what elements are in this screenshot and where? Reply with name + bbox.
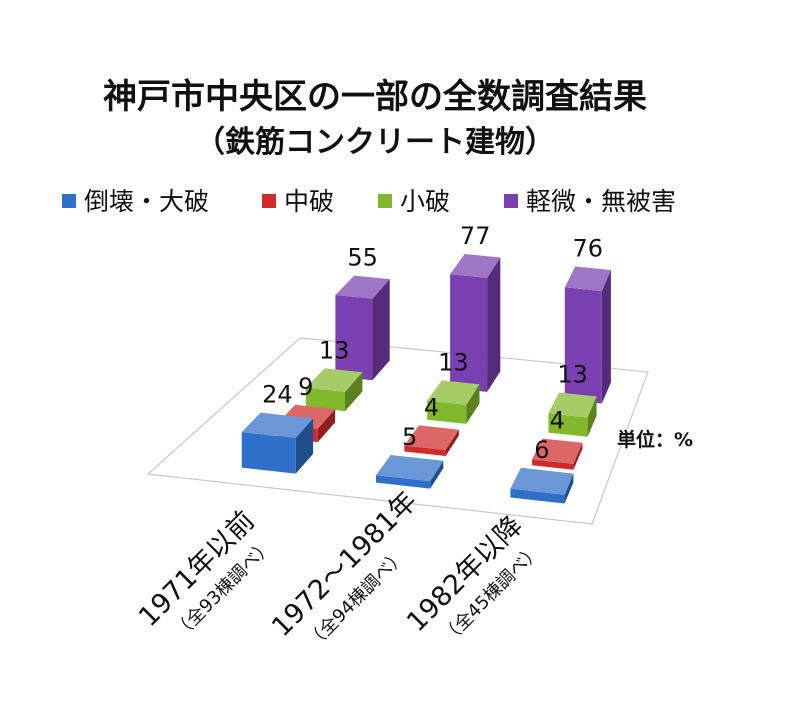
bar-side [317, 409, 336, 443]
bar-top [510, 467, 574, 495]
bar: 77 [450, 222, 501, 392]
legend-swatch [378, 194, 392, 208]
data-label: 13 [438, 348, 469, 376]
bar-side [345, 372, 363, 412]
legend-label: 中破 [284, 187, 334, 216]
bar-front [376, 475, 431, 489]
bar-side [372, 279, 390, 381]
chart-title: 神戸市中央区の一部の全数調査結果 [103, 77, 647, 117]
bar-top [335, 275, 390, 299]
data-label: 24 [262, 381, 293, 409]
bar: 24 [241, 381, 314, 474]
bar-front [564, 287, 602, 404]
bar: 4 [532, 407, 583, 470]
bar-top [241, 412, 314, 439]
bar-front [510, 488, 565, 504]
legend: 倒壊・大破 中破 小破 軽微・無被害 [62, 187, 676, 216]
bar: 13 [548, 361, 597, 437]
legend-label: 小破 [400, 187, 450, 216]
bar-top [305, 368, 363, 392]
data-label: 4 [424, 393, 439, 421]
legend-item: 小破 [378, 187, 450, 216]
bar-front [404, 445, 446, 456]
bar-top [548, 392, 597, 418]
unit-label: 単位：% [617, 428, 693, 451]
category-label: 1972～1981年（全94棟調べ） [266, 486, 423, 653]
legend-item: 軽微・無被害 [504, 187, 676, 216]
bar-top [427, 380, 480, 405]
bar-front [241, 432, 296, 474]
data-label: 9 [298, 373, 313, 401]
data-label: 5 [402, 423, 417, 451]
category-label: 1971年以前（全93棟調べ） [133, 505, 277, 643]
bar-side [564, 473, 574, 504]
bar-front [532, 459, 574, 470]
bar: 4 [404, 393, 459, 456]
category-label: 1982年以降（全45棟調べ） [401, 510, 545, 648]
bar-top [404, 425, 459, 450]
bar: 5 [376, 423, 444, 489]
bar: 13 [305, 336, 363, 412]
bar: 6 [510, 436, 574, 504]
bar-front [427, 400, 467, 424]
bar-side [573, 442, 583, 470]
bar-top [564, 266, 611, 292]
bar-top [450, 254, 501, 278]
bar-side [466, 384, 480, 424]
legend-label: 軽微・無被害 [526, 187, 676, 216]
bar-side [601, 270, 611, 404]
bar-top [532, 438, 583, 464]
bar-front [305, 387, 345, 412]
bar-side [487, 257, 501, 392]
bar-side [445, 429, 459, 456]
bar-side [430, 460, 444, 489]
legend-item: 中破 [262, 187, 334, 216]
bar-front [548, 413, 588, 437]
legend-swatch [504, 194, 518, 208]
bar-top [376, 455, 444, 482]
legend-swatch [62, 194, 76, 208]
data-label: 76 [573, 235, 604, 263]
bar-front [450, 274, 488, 392]
chart-subtitle: （鉄筋コンクリート建物） [195, 125, 555, 160]
data-label: 4 [550, 407, 565, 435]
data-label: 77 [460, 222, 491, 250]
data-label: 13 [557, 361, 588, 389]
bar: 13 [427, 348, 480, 424]
bar-front [335, 295, 373, 381]
bar-side [295, 418, 314, 474]
legend-item: 倒壊・大破 [62, 187, 209, 216]
bar: 55 [335, 244, 390, 381]
legend-swatch [262, 194, 276, 208]
data-label: 13 [319, 336, 350, 364]
legend-label: 倒壊・大破 [84, 187, 209, 216]
data-label: 6 [534, 436, 549, 464]
bar-side [587, 396, 597, 437]
bar: 76 [564, 235, 611, 404]
data-label: 55 [347, 244, 378, 272]
